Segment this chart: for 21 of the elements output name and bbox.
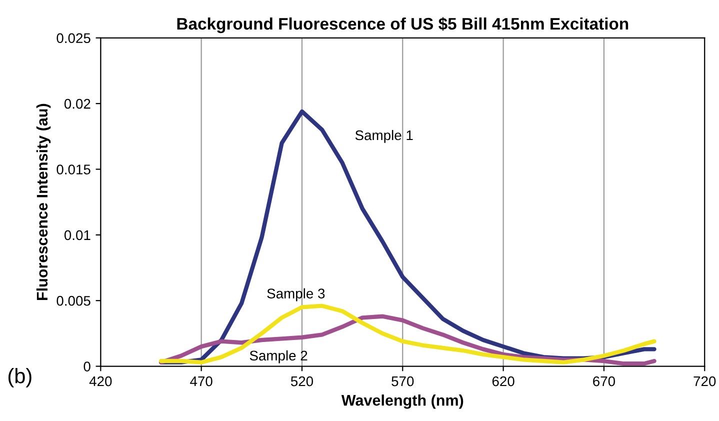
x-axis-title: Wavelength (nm) <box>341 394 464 409</box>
y-tick-label: 0.02 <box>64 98 90 109</box>
chart-title: Background Fluorescence of US $5 Bill 415nm Excitation <box>177 17 628 34</box>
y-tick-label: 0 <box>84 362 90 372</box>
series-label: Sample 1 <box>355 130 413 143</box>
y-axis-title: Fluorescence Intensity (au) <box>36 104 51 300</box>
text: (b) <box>8 368 32 388</box>
series-label: Sample 2 <box>250 350 308 364</box>
x-tick-label: 520 <box>290 376 314 386</box>
y-tick-label: 0.01 <box>64 230 90 240</box>
series-label: Sample 3 <box>267 288 325 302</box>
x-tick-label: 620 <box>492 376 514 386</box>
x-tick-label: 420 <box>89 376 112 386</box>
y-tick-label: 0.005 <box>56 296 90 306</box>
x-tick-label: 720 <box>694 376 716 386</box>
x-tick-label: 670 <box>593 376 616 386</box>
x-tick-label: 570 <box>392 376 414 386</box>
x-tick-label: 470 <box>190 376 212 386</box>
y-tick-label: 0.015 <box>56 164 90 174</box>
line-series <box>158 304 656 364</box>
y-tick-label: 0.025 <box>56 33 90 44</box>
